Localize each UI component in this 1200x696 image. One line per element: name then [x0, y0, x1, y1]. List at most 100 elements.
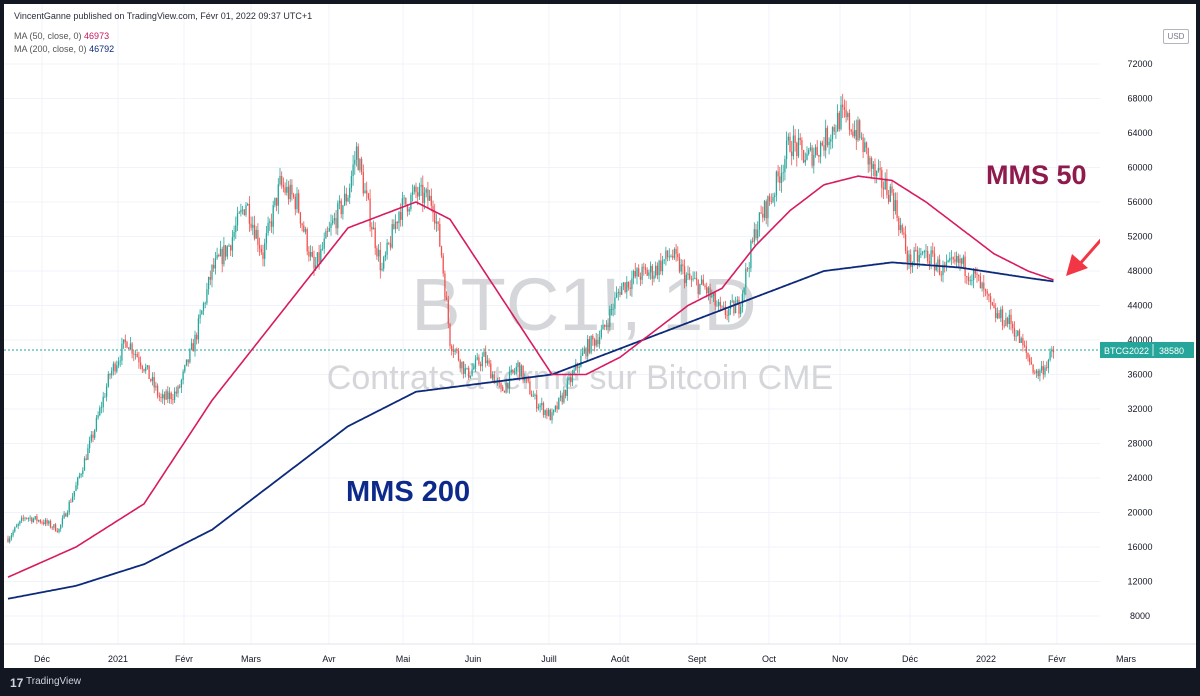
- last-price-badge: BTCG2022 38580: [1100, 342, 1194, 358]
- candles: [7, 93, 1055, 544]
- candle-body: [116, 365, 118, 372]
- candle-body: [767, 196, 769, 219]
- candle-body: [619, 291, 621, 295]
- candle-body: [235, 225, 237, 232]
- candle-body: [240, 209, 242, 213]
- candle-body: [87, 448, 89, 460]
- candle-body: [338, 200, 341, 204]
- candle-body: [1042, 366, 1044, 375]
- candle-body: [223, 245, 225, 265]
- tradingview-brand[interactable]: TradingView: [26, 676, 82, 687]
- candle-body: [56, 531, 58, 533]
- candle-body: [911, 263, 914, 267]
- candle-body: [383, 257, 385, 269]
- candle-body: [184, 365, 186, 372]
- candle-body: [981, 282, 983, 289]
- candle-body: [643, 266, 645, 268]
- candle-body: [189, 349, 191, 363]
- price-tick-label: 28000: [1127, 439, 1152, 449]
- candle-body: [394, 221, 397, 230]
- candle-body: [1018, 330, 1021, 343]
- candle-body: [58, 528, 60, 533]
- candle-body: [182, 371, 184, 381]
- time-tick-label: Févr: [1048, 654, 1066, 664]
- ma200-legend[interactable]: MA (200, close, 0) 46792: [14, 44, 114, 54]
- currency-unit-button[interactable]: USD: [1163, 29, 1189, 44]
- candle-body: [99, 407, 101, 416]
- candle-body: [330, 223, 332, 229]
- candle-body: [843, 107, 846, 110]
- price-chart[interactable]: BTC1!, 1D Contrats à terme sur Bitcoin C…: [4, 4, 1196, 668]
- candle-body: [316, 252, 319, 266]
- candle-body: [983, 282, 985, 290]
- candle-body: [148, 365, 150, 379]
- candle-body: [862, 137, 864, 153]
- candle-body: [90, 434, 92, 441]
- candle-body: [1015, 335, 1017, 337]
- candle-body: [993, 305, 995, 308]
- candle-body: [541, 403, 543, 406]
- candle-body: [359, 159, 361, 171]
- candle-body: [714, 292, 716, 306]
- price-tick-label: 68000: [1127, 94, 1152, 104]
- price-axis[interactable]: 8000 12000 16000 20000 24000 28000 32000 36000 4…: [1100, 4, 1196, 644]
- time-tick-label: Avr: [322, 654, 335, 664]
- candle-body: [957, 255, 959, 264]
- candle-body: [1010, 314, 1012, 324]
- candle-body: [369, 198, 371, 228]
- candle-body: [845, 109, 847, 118]
- candle-body: [1037, 370, 1039, 377]
- candle-body: [343, 193, 346, 206]
- candle-body: [143, 369, 145, 371]
- candle-body: [162, 394, 164, 399]
- candle-body: [376, 248, 378, 257]
- candle-body: [792, 135, 795, 157]
- price-tick-label: 44000: [1127, 301, 1152, 311]
- candle-body: [695, 278, 698, 281]
- price-tick-label: 12000: [1127, 577, 1152, 587]
- candle-body: [333, 218, 336, 221]
- candle-body: [899, 225, 902, 231]
- time-axis[interactable]: Déc 2021 Févr Mars Avr Mai Juin Juill Août Sept Oc…: [4, 643, 1196, 664]
- candle-body: [27, 518, 30, 520]
- candle-body: [474, 359, 477, 368]
- ma50-legend[interactable]: MA (50, close, 0) 46973: [14, 31, 109, 41]
- candle-body: [751, 240, 754, 242]
- candle-body: [440, 246, 443, 256]
- candle-body: [371, 227, 373, 230]
- candle-body: [199, 314, 201, 319]
- candle-body: [724, 306, 727, 315]
- candle-body: [1032, 364, 1034, 373]
- candle-body: [281, 175, 283, 185]
- candle-body: [553, 409, 555, 413]
- candle-body: [624, 282, 626, 293]
- candle-body: [923, 251, 925, 253]
- candle-body: [961, 258, 963, 264]
- candle-body: [304, 229, 307, 232]
- candle-body: [197, 318, 200, 340]
- price-tick-label: 32000: [1127, 404, 1152, 414]
- candle-body: [224, 245, 227, 257]
- candle-body: [29, 517, 31, 519]
- candle-body: [597, 339, 599, 345]
- candle-body: [287, 186, 290, 200]
- candle-body: [194, 334, 196, 352]
- time-tick-label: Sept: [688, 654, 707, 664]
- candle-body: [677, 253, 679, 258]
- candle-body: [121, 343, 123, 361]
- chart-panel[interactable]: BTC1!, 1D Contrats à terme sur Bitcoin C…: [4, 4, 1196, 668]
- candle-body: [712, 292, 715, 297]
- candle-body: [920, 253, 922, 255]
- candle-body: [670, 256, 672, 257]
- candle-body: [221, 248, 223, 265]
- candle-body: [163, 394, 166, 400]
- candle-body: [874, 164, 876, 177]
- candle-body: [632, 271, 635, 279]
- candle-body: [173, 391, 176, 400]
- candle-body: [801, 140, 803, 150]
- candle-body: [393, 224, 395, 230]
- candle-body: [12, 531, 14, 536]
- time-tick-label: Févr: [175, 654, 193, 664]
- candle-body: [315, 265, 317, 269]
- candle-body: [507, 382, 509, 389]
